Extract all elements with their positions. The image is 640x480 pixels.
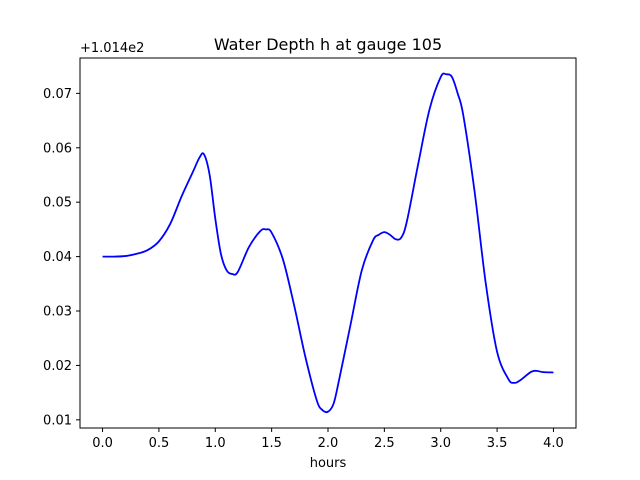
y-tick-label: 0.03	[43, 305, 72, 320]
chart-title: Water Depth h at gauge 105	[214, 35, 442, 54]
x-tick-label: 1.5	[261, 436, 282, 451]
y-tick-label: 0.05	[43, 196, 72, 211]
x-tick-label: 4.0	[543, 436, 564, 451]
y-tick-label: 0.04	[43, 250, 72, 265]
plot-frame	[79, 57, 577, 429]
axis-ticks: 0.0 0.5 1.0 1.5 2.0 2.5 3.0 3.5 4.0 0.01 0.02 0.03 0…	[43, 87, 564, 451]
series-layer	[102, 72, 554, 414]
y-tick-label: 0.07	[43, 87, 72, 102]
y-tick-label: 0.06	[43, 141, 72, 156]
x-tick-label: 3.0	[430, 436, 451, 451]
x-axis-label: hours	[310, 456, 347, 471]
x-tick-label: 3.5	[487, 436, 508, 451]
y-tick-label: 0.02	[43, 359, 72, 374]
x-tick-label: 1.0	[205, 436, 226, 451]
y-offset-label: +1.014e2	[80, 41, 144, 56]
x-tick-label: 0.0	[92, 436, 113, 451]
x-tick-label: 2.0	[318, 436, 339, 451]
x-tick-label: 0.5	[149, 436, 170, 451]
series-line	[102, 72, 554, 414]
y-tick-label: 0.01	[43, 413, 72, 428]
x-tick-label: 2.5	[374, 436, 395, 451]
